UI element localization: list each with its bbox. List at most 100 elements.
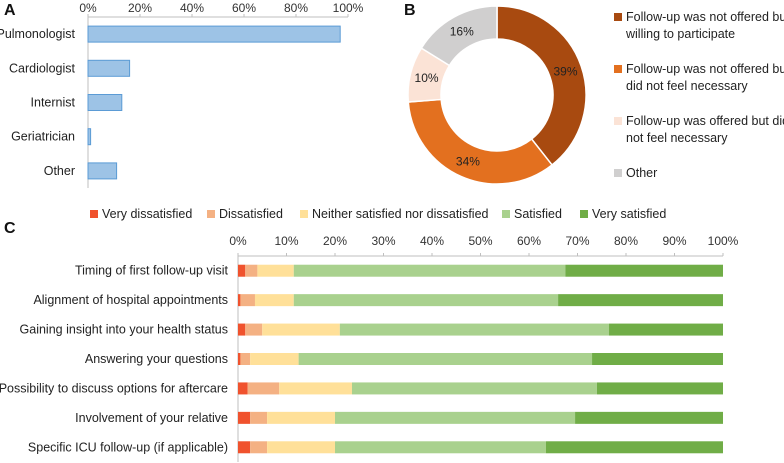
b-legend-swatch	[614, 169, 622, 177]
a-x-tick-label: 0%	[79, 1, 97, 15]
c-x-tick-label: 0%	[229, 234, 247, 248]
c-legend-label: Neither satisfied nor dissatisfied	[312, 207, 489, 221]
b-slice-label: 10%	[415, 71, 439, 85]
c-stack-segment	[335, 441, 546, 454]
b-legend-label: did not feel necessary	[626, 79, 748, 93]
b-legend-label: not feel necessary	[626, 131, 728, 145]
c-legend-label: Very dissatisfied	[102, 207, 192, 221]
a-category-label: Cardiologist	[9, 61, 76, 75]
c-stack-segment	[596, 382, 723, 395]
c-category-label: Answering your questions	[85, 352, 228, 366]
a-category-label: Internist	[31, 96, 76, 110]
c-x-tick-label: 50%	[468, 234, 492, 248]
b-legend-label: Follow-up was not offered but	[626, 62, 784, 76]
c-category-label: Possibility to discuss options for after…	[0, 381, 228, 395]
a-category-label: Geriatrician	[11, 130, 75, 144]
c-stack-segment	[247, 382, 280, 395]
b-legend-label: willing to participate	[625, 27, 735, 41]
c-stack-segment	[267, 411, 335, 424]
b-donut-slice	[496, 5, 587, 167]
c-stack-segment	[575, 411, 723, 424]
c-stack-segment	[609, 323, 723, 336]
c-x-tick-label: 20%	[323, 234, 347, 248]
a-x-tick-label: 80%	[284, 1, 308, 15]
c-stack-segment	[238, 382, 248, 395]
c-x-tick-label: 80%	[614, 234, 638, 248]
c-stack-segment	[298, 353, 593, 365]
chart-c: Very dissatisfied Dissatisfied Neither sat…	[0, 207, 739, 462]
c-stack-segment	[238, 294, 241, 307]
c-category-label: Timing of first follow-up visit	[75, 264, 229, 278]
c-legend-swatch	[300, 210, 308, 218]
b-legend-swatch	[614, 13, 622, 21]
c-legend-swatch	[90, 210, 98, 218]
panel-a-label: A	[4, 2, 16, 19]
panel-b-label: B	[404, 2, 416, 19]
c-category-label: Alignment of hospital appointments	[33, 293, 228, 307]
c-stack-segment	[293, 264, 566, 277]
c-legend-label: Very satisfied	[592, 207, 666, 221]
c-stack-segment	[558, 294, 723, 307]
a-bar	[87, 128, 92, 146]
b-slice-label: 39%	[553, 64, 577, 78]
b-legend-label: Follow-up was not offered but	[626, 10, 784, 24]
b-donut-slice	[407, 98, 554, 185]
c-x-tick-label: 70%	[565, 234, 589, 248]
b-legend-swatch	[614, 117, 622, 125]
c-stack-segment	[565, 264, 723, 277]
c-legend-label: Satisfied	[514, 207, 562, 221]
c-legend-swatch	[502, 210, 510, 218]
c-category-label: Involvement of your relative	[75, 411, 228, 425]
c-stack-segment	[335, 411, 576, 424]
c-stack-segment	[351, 382, 597, 395]
c-stack-segment	[592, 353, 723, 365]
a-x-tick-label: 60%	[232, 1, 256, 15]
c-stack-segment	[545, 441, 723, 454]
b-legend-label: Other	[626, 166, 657, 180]
c-x-tick-label: 30%	[371, 234, 395, 248]
c-stack-segment	[238, 441, 251, 454]
c-stack-segment	[257, 264, 294, 277]
chart-b: 39% 34% 10% 16% Follow-up was not offered bu…	[407, 5, 784, 185]
c-stack-segment	[240, 353, 251, 365]
a-bar	[87, 94, 123, 111]
c-stack-segment	[240, 294, 255, 307]
a-category-label: Other	[44, 164, 75, 178]
b-slice-label: 34%	[456, 154, 480, 168]
a-x-tick-label: 100%	[333, 1, 364, 15]
c-stack-segment	[238, 353, 241, 365]
b-donut-slice	[420, 5, 498, 67]
c-stack-segment	[245, 264, 258, 277]
c-stack-segment	[238, 411, 251, 424]
c-legend-swatch	[207, 210, 215, 218]
c-stack-segment	[245, 323, 263, 336]
c-x-tick-label: 60%	[517, 234, 541, 248]
b-slice-label: 16%	[450, 25, 474, 39]
c-stack-segment	[250, 441, 268, 454]
c-x-tick-label: 40%	[420, 234, 444, 248]
c-category-label: Gaining insight into your health status	[20, 323, 228, 337]
a-x-tick-label: 20%	[128, 1, 152, 15]
c-stack-segment	[293, 294, 559, 307]
c-stack-segment	[254, 294, 294, 307]
c-stack-segment	[250, 353, 299, 365]
a-category-label: Pulmonologist	[0, 27, 76, 41]
c-x-tick-label: 100%	[708, 234, 739, 248]
c-legend-label: Dissatisfied	[219, 207, 283, 221]
a-bar	[87, 162, 118, 180]
c-stack-segment	[267, 441, 335, 454]
a-x-tick-label: 40%	[180, 1, 204, 15]
c-x-tick-label: 90%	[662, 234, 686, 248]
b-legend-swatch	[614, 65, 622, 73]
c-stack-segment	[238, 264, 246, 277]
c-legend-swatch	[580, 210, 588, 218]
panel-c-label: C	[4, 220, 16, 237]
c-stack-segment	[250, 411, 268, 424]
c-x-tick-label: 10%	[274, 234, 298, 248]
b-legend-label: Follow-up was offered but did	[626, 114, 784, 128]
chart-a: 0% 20% 40% 60% 80% 100% Pulmonologist Cardiolog…	[0, 1, 364, 188]
c-stack-segment	[339, 323, 610, 336]
c-category-label: Specific ICU follow-up (if applicable)	[28, 440, 228, 454]
a-bar	[87, 59, 131, 77]
